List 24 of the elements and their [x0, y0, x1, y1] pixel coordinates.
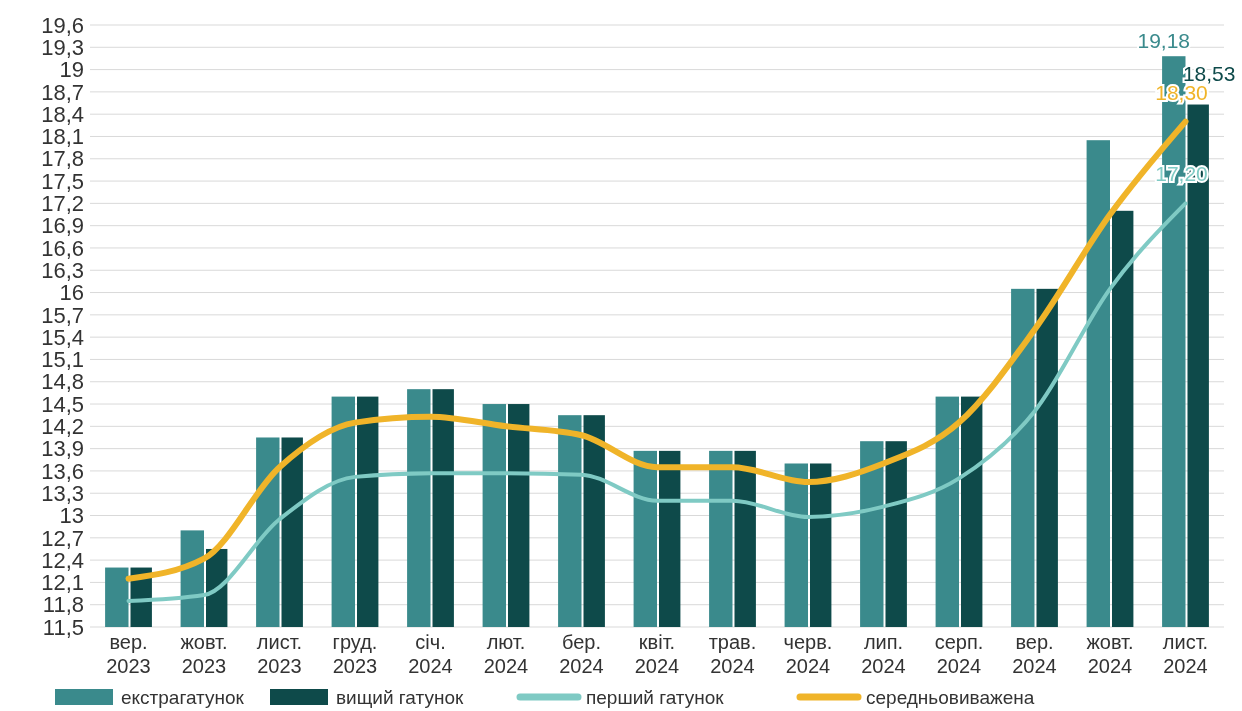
x-tick-label: квіт. 2024 — [634, 631, 680, 677]
x-tick-label: лют. 2024 — [483, 631, 529, 677]
x-tick-label: лист. 2023 — [256, 631, 303, 677]
x-tick-label: лип. 2024 — [861, 631, 906, 677]
x-tick-label: вер. 2024 — [1012, 631, 1057, 677]
x-tick-label: серп. 2024 — [934, 631, 984, 677]
x-tick-label: трав. 2024 — [708, 631, 757, 677]
x-tick-label: жовт. 2024 — [1086, 631, 1134, 677]
x-tick-label: жовт. 2023 — [180, 631, 228, 677]
data-label: 17,20 — [1155, 162, 1208, 186]
legend-label: середньовиважена — [866, 686, 1035, 708]
data-label: 19,18 — [1137, 29, 1191, 53]
legend-label: екстрагатунок — [121, 686, 245, 708]
y-tick-label: 19,6 — [41, 12, 84, 38]
line-series — [126, 201, 1188, 603]
legend-label: вищий гатунок — [336, 686, 464, 708]
x-tick-label: бер. 2024 — [559, 631, 604, 677]
x-tick-label: вер. 2023 — [106, 631, 151, 677]
x-tick-label: лист. 2024 — [1162, 631, 1209, 677]
y-tick-label: 19,3 — [41, 35, 84, 60]
legend-label: перший гатунок — [586, 686, 725, 708]
x-tick-label: черв. 2024 — [783, 631, 833, 677]
x-tick-label: груд. 2023 — [332, 631, 378, 677]
x-tick-label: січ. 2024 — [408, 631, 453, 677]
